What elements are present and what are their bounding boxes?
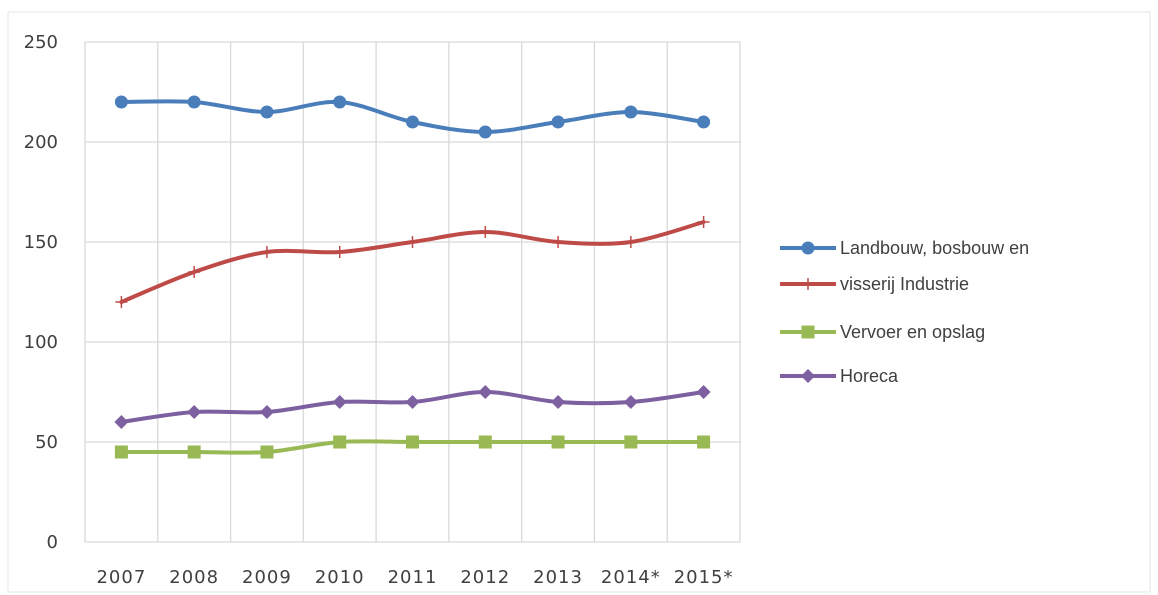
data-point-marker	[114, 415, 129, 429]
legend-label: Horeca	[840, 366, 899, 386]
data-point-marker	[551, 395, 566, 409]
x-tick-label: 2009	[242, 567, 292, 588]
legend-item: Vervoer en opslag	[780, 322, 985, 342]
x-tick-label: 2015*	[674, 567, 734, 588]
series-2	[115, 216, 710, 308]
data-point-marker	[115, 296, 128, 308]
legend-marker	[801, 369, 815, 383]
data-point-marker	[478, 125, 492, 139]
legend-label: Landbouw, bosbouw en	[840, 238, 1029, 258]
y-tick-label: 100	[24, 332, 58, 353]
series-1	[114, 95, 711, 139]
gridlines	[84, 41, 741, 543]
legend-item: Landbouw, bosbouw en	[780, 238, 1029, 258]
x-tick-label: 2012	[460, 567, 510, 588]
y-tick-label: 50	[35, 432, 58, 453]
data-point-marker	[114, 95, 128, 109]
data-point-marker	[697, 216, 710, 228]
data-point-marker	[696, 385, 711, 399]
data-point-marker	[406, 115, 419, 129]
data-point-marker	[333, 435, 347, 449]
data-point-marker	[333, 246, 346, 258]
data-point-marker	[479, 226, 492, 238]
data-point-marker	[260, 445, 274, 459]
data-point-marker	[623, 395, 638, 409]
series-line	[119, 220, 706, 304]
chart-border	[7, 11, 1151, 593]
series-3	[114, 435, 711, 459]
data-point-marker	[478, 385, 493, 399]
data-point-marker	[259, 405, 274, 419]
data-point-marker	[551, 435, 565, 449]
data-point-marker	[405, 395, 420, 409]
data-point-marker	[624, 236, 637, 248]
series-lines	[114, 95, 711, 459]
data-point-marker	[333, 95, 347, 109]
legend-marker	[802, 278, 814, 290]
data-point-marker	[406, 236, 419, 248]
x-tick-label: 2010	[315, 567, 365, 588]
x-axis-ticks: 2007 2008 2009 2010 2011 2012 2013 2014* 2015*	[96, 567, 734, 588]
y-tick-label: 150	[24, 232, 58, 253]
data-point-marker	[697, 115, 711, 129]
x-tick-label: 2007	[96, 567, 146, 588]
data-point-marker	[260, 246, 273, 258]
y-tick-label: 200	[24, 132, 58, 153]
data-point-marker	[624, 105, 638, 119]
legend-marker	[801, 325, 815, 339]
legend-label: visserij Industrie	[840, 274, 969, 294]
x-tick-label: 2011	[388, 567, 438, 588]
data-point-marker	[187, 445, 201, 459]
data-point-marker	[624, 435, 638, 449]
data-point-marker	[260, 105, 274, 119]
data-point-marker	[187, 405, 202, 419]
legend-marker	[801, 241, 815, 255]
data-point-marker	[406, 435, 419, 449]
data-point-marker	[552, 236, 565, 248]
x-tick-label: 2014*	[601, 567, 661, 588]
y-tick-label: 0	[47, 532, 58, 553]
data-point-marker	[478, 435, 492, 449]
legend-label: Vervoer en opslag	[840, 322, 985, 342]
series-4	[114, 385, 711, 429]
x-tick-label: 2008	[169, 567, 219, 588]
data-point-marker	[188, 266, 201, 278]
data-point-marker	[551, 115, 565, 129]
y-tick-label: 250	[24, 32, 58, 53]
y-axis-ticks: 0 50 100 150 200 250	[24, 32, 58, 553]
data-point-marker	[114, 445, 128, 459]
data-point-marker	[187, 95, 201, 109]
legend-item: visserij Industrie	[780, 274, 969, 294]
legend: Landbouw, bosbouw en visserij Industrie Ve…	[780, 238, 1029, 386]
data-point-marker	[697, 435, 711, 449]
legend-item: Horeca	[780, 366, 899, 386]
x-tick-label: 2013	[533, 567, 583, 588]
data-point-marker	[332, 395, 347, 409]
